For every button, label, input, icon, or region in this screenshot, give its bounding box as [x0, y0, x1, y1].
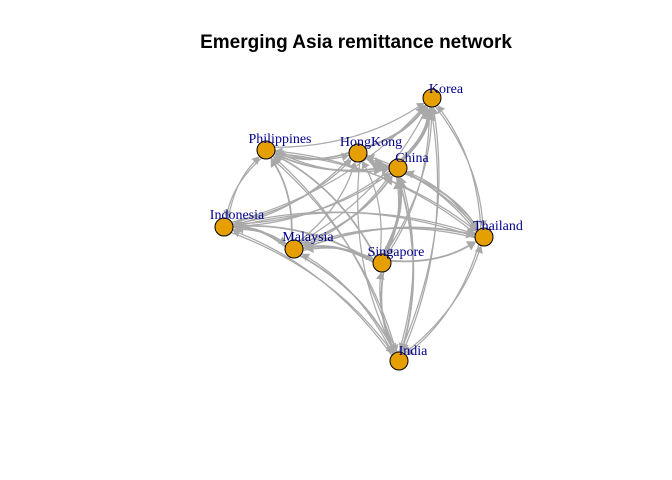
edge-line	[239, 170, 391, 227]
node-label-philippines: Philippines	[248, 132, 311, 147]
edge-line	[232, 211, 470, 233]
edge-line	[298, 167, 354, 243]
edge-line	[231, 228, 281, 241]
edge-line	[281, 156, 390, 172]
edge-arrowhead	[386, 246, 395, 256]
edge-line	[400, 117, 430, 162]
edge-arrowhead	[376, 272, 385, 280]
edge-indonesia-to-malaysia	[231, 228, 287, 245]
node-india	[389, 351, 409, 371]
edge-korea-to-thailand	[434, 105, 487, 228]
edge-singapore-to-hongkong	[361, 161, 382, 255]
node-korea	[422, 88, 442, 108]
edge-arrowhead	[272, 156, 282, 165]
edge-line	[404, 106, 439, 347]
edge-line	[302, 226, 468, 250]
edge-line	[403, 251, 480, 355]
edge-arrowhead	[361, 161, 370, 170]
node-china	[388, 158, 408, 178]
node-label-china: China	[395, 151, 429, 166]
edge-line	[273, 106, 419, 148]
node-label-malaysia: Malaysia	[282, 230, 334, 245]
edge-line	[410, 243, 480, 352]
node-indonesia	[214, 217, 234, 237]
edge-layer	[223, 102, 487, 357]
edge-line	[227, 161, 256, 220]
node-singapore	[372, 253, 392, 273]
edge-line	[434, 105, 484, 222]
edge-arrowhead	[468, 223, 477, 232]
edge-line	[390, 105, 431, 250]
edge-line	[239, 156, 351, 224]
node-malaysia	[284, 239, 304, 259]
edge-arrowhead	[232, 229, 241, 238]
edge-line	[388, 176, 400, 249]
edge-arrowhead	[437, 105, 446, 114]
node-layer	[214, 88, 494, 371]
edge-arrowhead	[478, 220, 487, 228]
edge-india-to-singapore	[376, 272, 399, 353]
node-label-hongkong: HongKong	[340, 135, 402, 150]
edge-line	[389, 245, 470, 263]
node-philippines	[256, 140, 276, 160]
edge-line	[308, 172, 392, 244]
edge-line	[299, 254, 392, 347]
edge-thailand-to-india	[405, 243, 480, 356]
edge-line	[357, 161, 393, 348]
edge-line	[230, 231, 390, 349]
edge-arrowhead	[301, 253, 311, 262]
edge-line	[379, 278, 399, 353]
edge-line	[274, 164, 293, 242]
edge-arrowhead	[343, 159, 352, 168]
edge-line	[399, 113, 440, 353]
edge-line	[397, 176, 415, 345]
edge-arrowhead	[365, 252, 374, 261]
edge-line	[365, 166, 382, 255]
node-thailand	[474, 227, 494, 247]
edge-line	[282, 151, 350, 161]
edge-arrowhead	[417, 104, 426, 114]
edge-indonesia-to-philippines	[227, 156, 260, 220]
edge-korea-to-singapore	[386, 105, 431, 256]
edge-arrowhead	[405, 347, 415, 356]
node-label-thailand: Thailand	[473, 219, 523, 234]
edge-line	[227, 157, 263, 212]
edge-line	[270, 156, 395, 346]
edge-malaysia-to-singapore	[302, 247, 374, 261]
edge-korea-to-india	[401, 106, 439, 353]
edge-line	[302, 247, 368, 257]
edge-philippines-to-thailand	[273, 152, 477, 232]
node-label-india: India	[399, 344, 429, 359]
edge-line	[230, 109, 422, 223]
edge-singapore-to-thailand	[389, 241, 477, 263]
edge-arrowhead	[465, 241, 477, 251]
node-hongkong	[348, 143, 368, 163]
edge-arrowhead	[277, 236, 287, 245]
node-label-singapore: Singapore	[368, 245, 425, 260]
edge-arrowhead	[401, 344, 410, 353]
node-label-indonesia: Indonesia	[210, 208, 265, 223]
edge-line	[280, 157, 377, 258]
edge-line	[273, 152, 472, 228]
edge-line	[364, 157, 474, 226]
edge-indonesia-to-korea	[230, 104, 426, 223]
figure-title: Emerging Asia remittance network	[200, 32, 512, 53]
edge-arrowhead	[251, 156, 260, 165]
node-label-korea: Korea	[429, 82, 464, 97]
